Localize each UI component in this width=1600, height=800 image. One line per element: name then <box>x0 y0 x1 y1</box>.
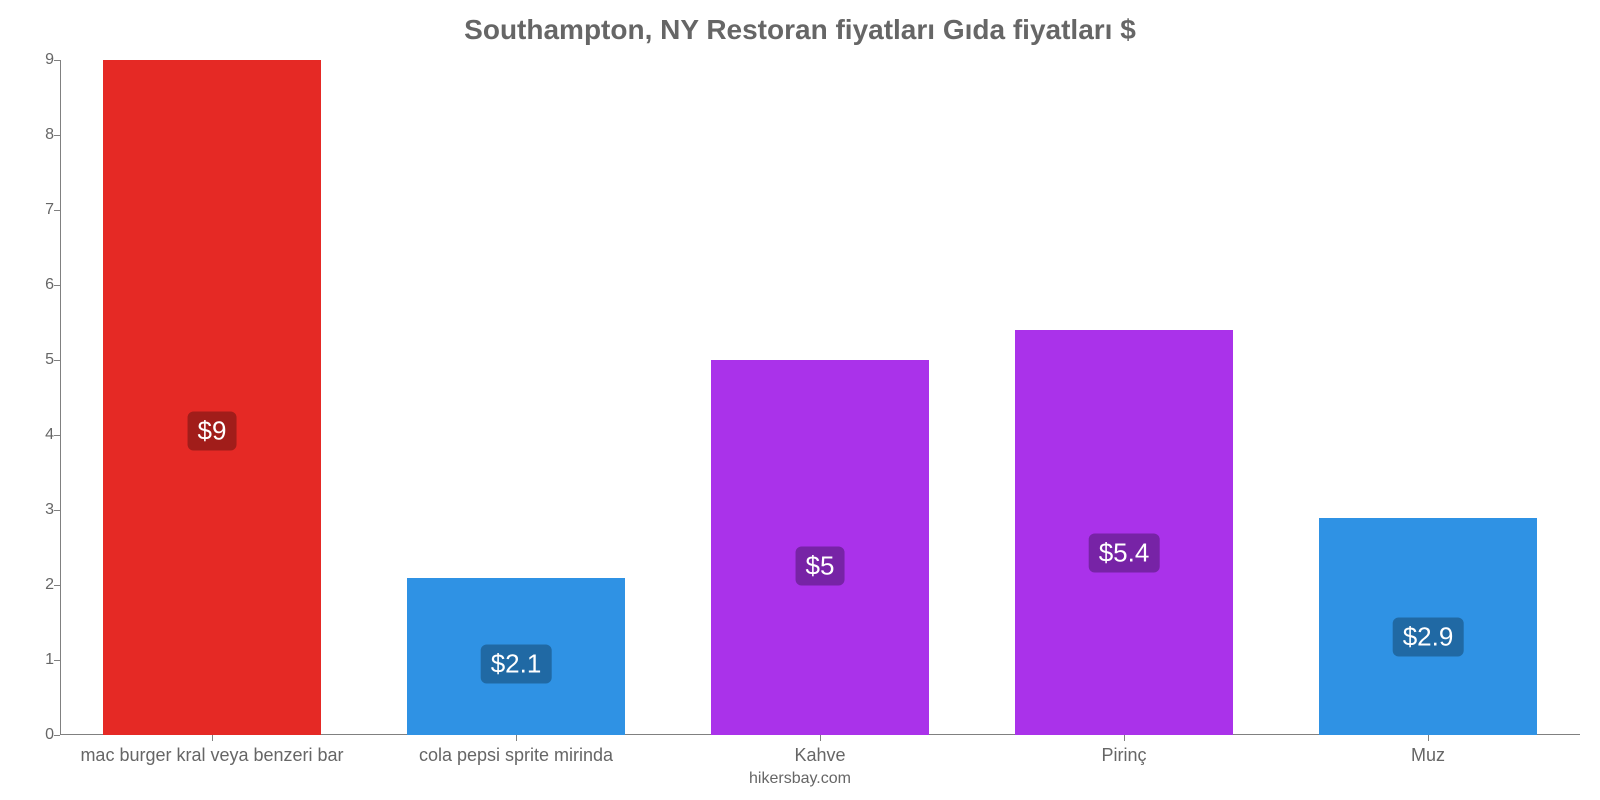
y-tick-label: 1 <box>45 651 60 669</box>
y-tick-label: 4 <box>45 426 60 444</box>
bar <box>103 60 320 735</box>
price-chart: Southampton, NY Restoran fiyatları Gıda … <box>0 0 1600 800</box>
x-category-label: Kahve <box>794 735 845 766</box>
x-category-label: Muz <box>1411 735 1445 766</box>
y-tick-label: 9 <box>45 51 60 69</box>
y-tick-label: 5 <box>45 351 60 369</box>
y-tick-label: 0 <box>45 726 60 744</box>
x-category-label: mac burger kral veya benzeri bar <box>80 735 343 766</box>
bar-value-label: $9 <box>188 412 237 451</box>
y-axis-line <box>60 60 61 735</box>
chart-title: Southampton, NY Restoran fiyatları Gıda … <box>0 14 1600 46</box>
y-tick-label: 6 <box>45 276 60 294</box>
chart-footer: hikersbay.com <box>0 770 1600 788</box>
bar-value-label: $2.1 <box>481 645 552 684</box>
y-tick-label: 7 <box>45 201 60 219</box>
y-tick-label: 2 <box>45 576 60 594</box>
plot-area: 0123456789$9mac burger kral veya benzeri… <box>60 60 1580 735</box>
bar-value-label: $2.9 <box>1393 618 1464 657</box>
bar-value-label: $5 <box>796 547 845 586</box>
y-tick-label: 8 <box>45 126 60 144</box>
y-tick-label: 3 <box>45 501 60 519</box>
x-category-label: cola pepsi sprite mirinda <box>419 735 613 766</box>
bar-value-label: $5.4 <box>1089 533 1160 572</box>
x-category-label: Pirinç <box>1101 735 1146 766</box>
